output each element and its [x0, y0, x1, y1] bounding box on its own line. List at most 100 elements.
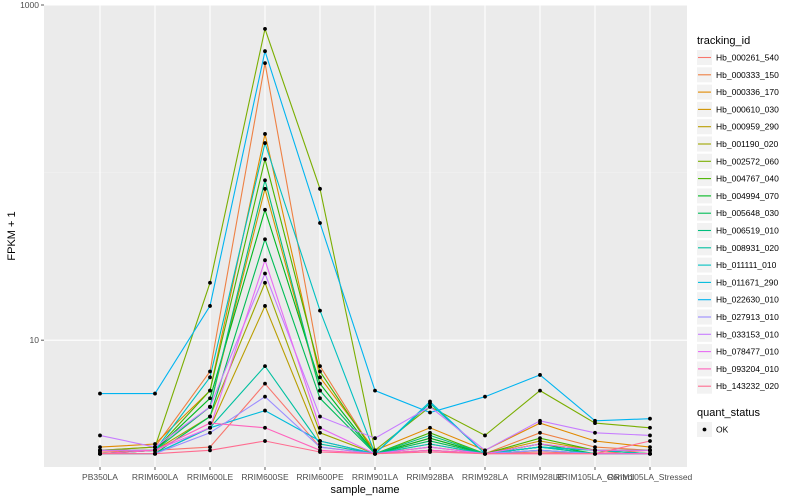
- data-point: [318, 308, 322, 313]
- data-point: [428, 430, 432, 435]
- data-point: [593, 418, 597, 423]
- data-point: [98, 433, 102, 438]
- data-point: [318, 450, 322, 454]
- data-point: [538, 442, 542, 446]
- legend2-title: quant_status: [697, 407, 760, 419]
- legend2-items: OK: [697, 422, 729, 437]
- data-point: [428, 450, 432, 454]
- data-point: [208, 280, 212, 285]
- data-point: [483, 433, 487, 438]
- data-point: [153, 445, 157, 450]
- data-point: [98, 445, 102, 450]
- data-point: [153, 448, 157, 453]
- data-point: [373, 436, 377, 441]
- legend-label: Hb_008931_020: [716, 243, 779, 253]
- data-point: [593, 439, 597, 443]
- data-point: [263, 157, 267, 162]
- legend-label: Hb_011111_010: [716, 260, 777, 270]
- y-axis-title: FPKM + 1: [6, 211, 18, 260]
- data-point: [538, 451, 542, 456]
- legend-items: Hb_000261_540 Hb_000333_150 Hb_000336_170 H…: [697, 50, 779, 394]
- data-point: [318, 439, 322, 443]
- data-point: [263, 439, 267, 443]
- data-point: [263, 141, 267, 145]
- data-point: [373, 451, 377, 456]
- data-point: [428, 399, 432, 404]
- data-point: [593, 448, 597, 453]
- data-point: [153, 451, 157, 456]
- legend-label: Hb_004767_040: [716, 174, 779, 184]
- data-point: [208, 445, 212, 450]
- data-point: [318, 375, 322, 380]
- data-point: [538, 436, 542, 441]
- data-point: [373, 448, 377, 453]
- data-point: [318, 388, 322, 393]
- data-point: [318, 396, 322, 401]
- legend-tracking-id: tracking_id Hb_000261_540Hb_000333_150Hb…: [697, 35, 779, 394]
- data-point: [483, 451, 487, 456]
- data-point: [98, 448, 102, 453]
- data-point: [153, 442, 157, 446]
- data-point: [318, 414, 322, 419]
- data-point: [263, 408, 267, 413]
- data-point: [208, 396, 212, 401]
- legend-label: Hb_001190_020: [716, 139, 779, 149]
- data-point: [318, 369, 322, 374]
- x-tick-label: RRIM105LA_Control: [556, 472, 635, 482]
- data-point: [428, 439, 432, 443]
- data-point: [208, 430, 212, 435]
- data-point: [208, 304, 212, 308]
- legend-label: Hb_004994_070: [716, 191, 779, 201]
- data-point: [538, 430, 542, 435]
- data-point: [428, 425, 432, 430]
- data-point: [538, 448, 542, 453]
- data-point: [263, 49, 267, 54]
- data-point: [263, 280, 267, 285]
- legend-label: Hb_000336_170: [716, 87, 779, 97]
- data-point: [648, 439, 652, 443]
- legend-label: Hb_011671_290: [716, 277, 779, 287]
- legend-label: Hb_000610_030: [716, 104, 779, 114]
- legend-label: Hb_000333_150: [716, 70, 779, 80]
- data-point: [208, 369, 212, 374]
- y-tick-label: 1000: [20, 0, 39, 10]
- data-point: [428, 445, 432, 450]
- data-point: [98, 451, 102, 456]
- data-point: [648, 425, 652, 430]
- data-point: [208, 448, 212, 453]
- data-point: [318, 442, 322, 446]
- data-point: [263, 425, 267, 430]
- data-point: [263, 132, 267, 136]
- data-point: [263, 27, 267, 31]
- data-point: [263, 237, 267, 242]
- legend-quant-status: quant_status OK: [697, 407, 760, 437]
- data-point: [538, 418, 542, 423]
- legend2-label: OK: [716, 425, 729, 435]
- data-point: [208, 375, 212, 380]
- legend-label: Hb_078477_010: [716, 347, 779, 357]
- data-point: [428, 433, 432, 438]
- y-tick-label: 10: [30, 335, 40, 345]
- data-point: [318, 364, 322, 369]
- x-tick-label: RRIM600LA: [132, 472, 179, 482]
- data-point: [263, 61, 267, 66]
- data-point: [428, 404, 432, 409]
- data-point: [318, 430, 322, 435]
- x-tick-label: RRIM928LE: [517, 472, 564, 482]
- data-point: [263, 178, 267, 183]
- data-point: [593, 430, 597, 435]
- data-point: [208, 388, 212, 393]
- y-axis-ticks: 10 1000: [20, 0, 44, 345]
- data-point: [263, 186, 267, 191]
- data-point: [208, 421, 212, 425]
- legend-label: Hb_006519_010: [716, 226, 779, 236]
- data-point: [648, 416, 652, 421]
- series-points: [98, 27, 652, 456]
- data-point: [483, 448, 487, 453]
- data-point: [263, 394, 267, 399]
- data-point: [648, 433, 652, 438]
- data-point: [318, 425, 322, 430]
- data-point: [263, 207, 267, 212]
- data-point: [483, 394, 487, 399]
